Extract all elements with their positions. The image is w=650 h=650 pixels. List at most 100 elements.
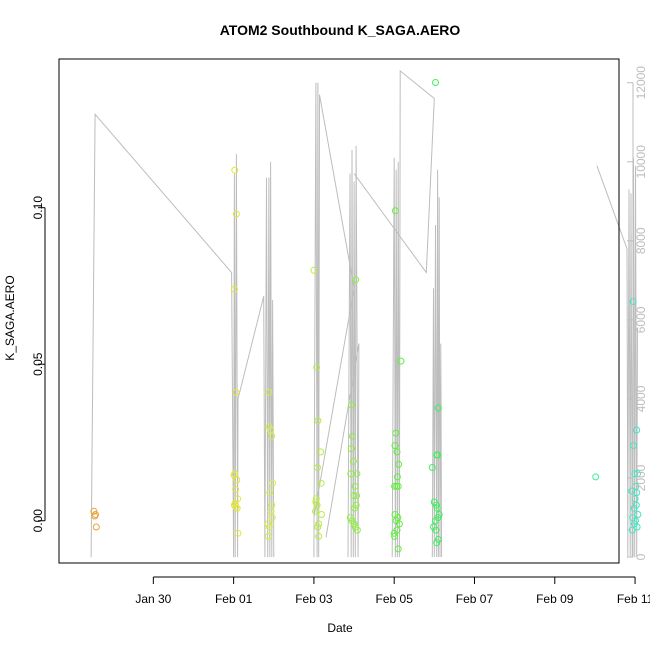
y2-tick-label: 0	[634, 553, 648, 560]
data-point	[633, 426, 641, 434]
data-point	[266, 489, 274, 497]
data-point	[318, 511, 325, 518]
x-tick-label: Feb 05	[376, 592, 414, 606]
data-point	[628, 487, 636, 495]
data-point	[393, 448, 401, 456]
data-point	[428, 464, 436, 471]
data-point	[392, 429, 400, 437]
data-point	[92, 523, 100, 531]
data-point	[267, 507, 275, 515]
data-point	[350, 492, 358, 500]
altitude-line-segment-4	[431, 169, 443, 558]
data-point	[231, 166, 239, 174]
data-point	[268, 514, 276, 522]
data-point	[432, 501, 440, 509]
data-point	[432, 526, 440, 534]
y2-tick-label: 8000	[634, 227, 648, 254]
data-point	[390, 529, 398, 537]
data-point	[351, 482, 359, 490]
data-point	[352, 276, 360, 284]
data-point	[433, 539, 441, 547]
data-point	[633, 489, 641, 497]
data-point	[233, 504, 241, 512]
y2-tick-label: 10000	[634, 145, 648, 179]
data-point	[314, 464, 321, 471]
y2-tick-label: 6000	[634, 306, 648, 333]
y-axis-label: K_SAGA.AERO	[3, 275, 17, 360]
data-point	[231, 470, 239, 478]
data-point	[348, 401, 356, 409]
data-point	[230, 285, 238, 293]
plot-frame	[58, 58, 620, 564]
data-point	[592, 473, 600, 481]
data-point	[234, 529, 242, 537]
x-axis-label: Date	[327, 621, 353, 635]
data-point	[268, 432, 276, 440]
data-point	[391, 207, 399, 215]
data-point	[432, 79, 439, 86]
y-tick-label: 0.00	[31, 509, 45, 533]
points-layer	[90, 79, 642, 553]
data-point	[317, 448, 325, 456]
data-point	[397, 357, 405, 365]
data-point	[232, 210, 240, 218]
data-point	[313, 501, 321, 509]
data-point	[313, 363, 321, 371]
data-point	[353, 470, 361, 478]
secondary-line-layer	[90, 69, 638, 558]
y-tick-label: 0.05	[31, 352, 45, 376]
data-point	[391, 532, 399, 540]
y2-tick-label: 2000	[634, 464, 648, 491]
data-point	[312, 507, 319, 515]
data-point	[634, 511, 642, 518]
data-point	[269, 479, 277, 487]
data-point	[432, 517, 439, 525]
altitude-line-segment-0	[90, 112, 275, 558]
altitude-line-segment-3	[353, 69, 435, 558]
data-point	[314, 523, 322, 531]
y2-tick-label: 4000	[634, 385, 648, 412]
data-point	[631, 470, 639, 478]
data-point	[315, 532, 323, 540]
altitude-line-segment-5	[596, 157, 638, 558]
data-point	[391, 482, 399, 490]
data-point	[349, 457, 357, 465]
data-point	[312, 498, 320, 506]
data-point	[628, 526, 636, 534]
data-point	[630, 504, 638, 512]
data-point	[351, 504, 358, 512]
data-point	[434, 451, 442, 459]
chart-title: ATOM2 Southbound K_SAGA.AERO	[220, 22, 461, 38]
x-tick-label: Feb 07	[456, 592, 494, 606]
x-tick-label: Jan 30	[135, 592, 171, 606]
data-point	[232, 503, 240, 511]
data-point	[393, 473, 401, 481]
data-point	[633, 523, 641, 531]
data-point	[391, 442, 399, 450]
y-axis: 0.00 0.05 0.10	[31, 196, 46, 533]
x-axis: Jan 30 Feb 01 Feb 03 Feb 05 Feb 07 Feb 09 Feb …	[135, 576, 650, 606]
x-tick-label: Feb 01	[215, 592, 253, 606]
data-point	[353, 492, 360, 500]
altitude-line-segment-1	[313, 82, 355, 558]
data-point	[395, 520, 403, 528]
data-point	[264, 520, 272, 528]
data-point	[265, 532, 272, 540]
data-point	[394, 482, 402, 490]
data-point	[435, 511, 443, 518]
data-point	[395, 460, 403, 468]
y2-tick-label: 12000	[634, 66, 648, 100]
x-tick-label: Feb 09	[536, 592, 574, 606]
x-tick-label: Feb 11	[617, 592, 650, 606]
data-point	[394, 545, 402, 553]
data-point	[434, 404, 442, 412]
data-point	[92, 511, 99, 518]
data-point	[232, 485, 240, 493]
data-point	[433, 504, 441, 512]
data-point	[348, 432, 356, 440]
data-point	[350, 520, 358, 528]
data-point	[317, 479, 325, 487]
y2-axis: 0 2000 4000 6000 8000 10000 12000	[627, 66, 648, 560]
data-point	[310, 266, 318, 274]
